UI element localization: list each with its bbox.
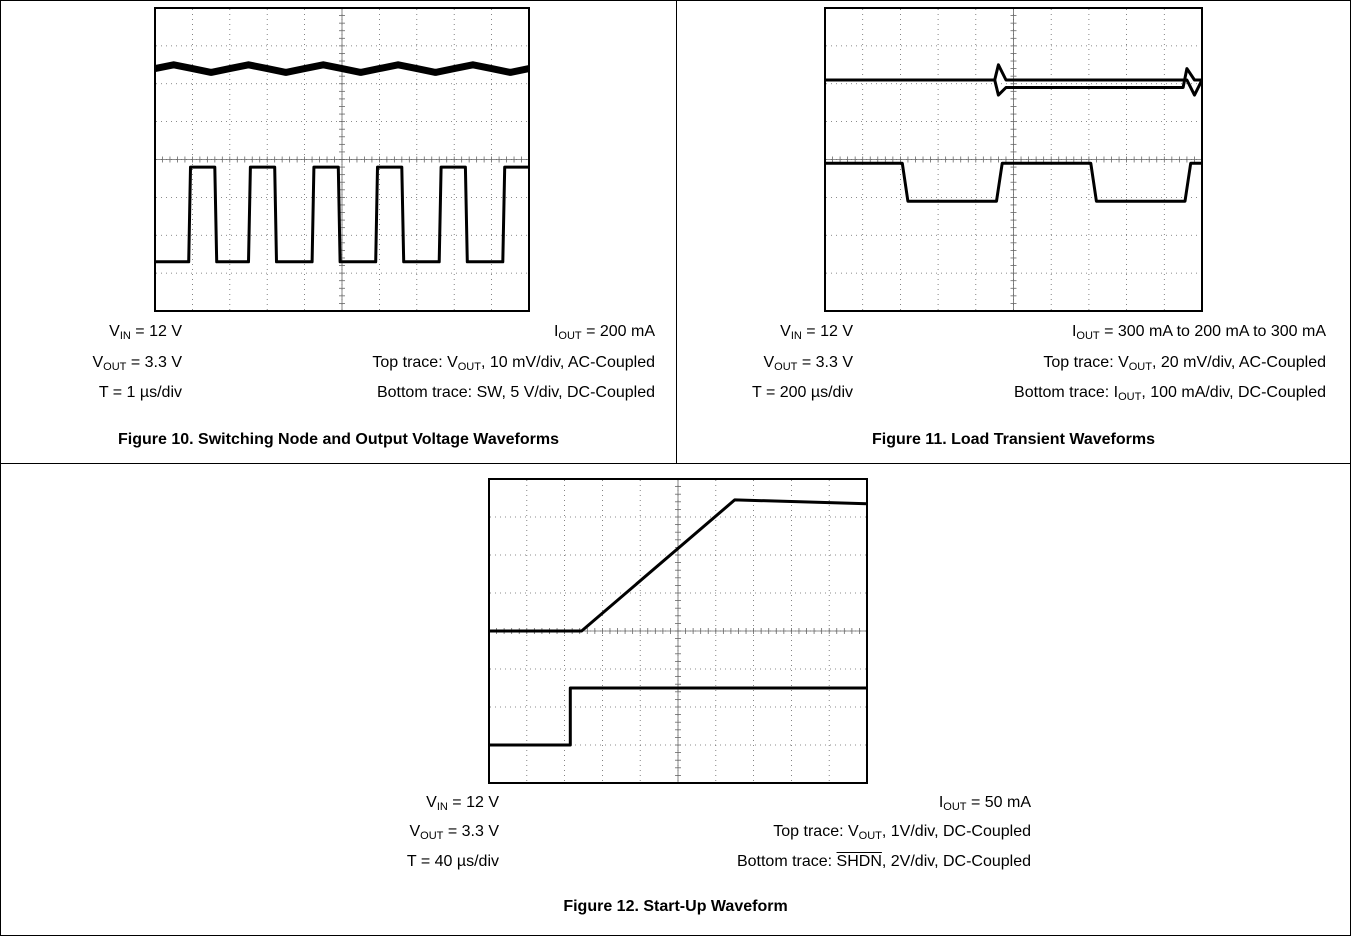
figure-10-scope: [154, 7, 530, 312]
trace-2: [155, 165, 529, 264]
figure-11-iout-label: IOUT = 300 mA to 200 mA to 300 mA: [1071, 323, 1326, 342]
figure-10-caption: Figure 10. Switching Node and Output Vol…: [118, 431, 559, 448]
figure-12-vin-label: VIN = 12 V: [426, 794, 499, 813]
figure-10-top-trace-label: Top trace: VOUT, 10 mV/div, AC-Coupled: [372, 354, 655, 373]
figure-12-iout-label: IOUT = 50 mA: [938, 794, 1031, 813]
scope-border: [824, 7, 1203, 312]
figure-12-scope: [488, 478, 868, 784]
trace-3: [825, 161, 1202, 203]
trace-1: [154, 61, 530, 76]
figure-12-vout-label: VOUT = 3.3 V: [409, 823, 500, 842]
scope-border: [154, 7, 530, 312]
figure-11-top-trace-label: Top trace: VOUT, 20 mV/div, AC-Coupled: [1043, 354, 1326, 373]
figure-11-bottom-trace-label: Bottom trace: IOUT, 100 mA/div, DC-Coupl…: [1014, 384, 1326, 403]
figure-10-time-label: T = 1 µs/div: [98, 384, 182, 401]
figure-10-vout-label: VOUT = 3.3 V: [92, 354, 183, 373]
trace-2: [489, 686, 867, 747]
figure-12-bottom-trace-label: Bottom trace: SHDN, 2V/div, DC-Coupled: [736, 853, 1031, 870]
figure-12-caption: Figure 12. Start-Up Waveform: [563, 898, 788, 915]
figure-11-vin-label: VIN = 12 V: [780, 323, 853, 342]
figure-12-top-trace-label: Top trace: VOUT, 1V/div, DC-Coupled: [773, 823, 1031, 842]
figure-11-vout-label: VOUT = 3.3 V: [763, 354, 854, 373]
figure-12-time-label: T = 40 µs/div: [406, 853, 499, 870]
trace-1: [825, 63, 1203, 97]
figure-11-time-label: T = 200 µs/div: [752, 384, 853, 401]
figure-10-bottom-trace-label: Bottom trace: SW, 5 V/div, DC-Coupled: [376, 384, 655, 401]
trace-2: [825, 67, 1202, 97]
figure-10-vin-label: VIN = 12 V: [109, 323, 182, 342]
trace-1: [489, 498, 868, 633]
figure-11-scope: [824, 7, 1203, 312]
figure-11-caption: Figure 11. Load Transient Waveforms: [871, 431, 1156, 448]
figure-10-iout-label: IOUT = 200 mA: [553, 323, 655, 342]
